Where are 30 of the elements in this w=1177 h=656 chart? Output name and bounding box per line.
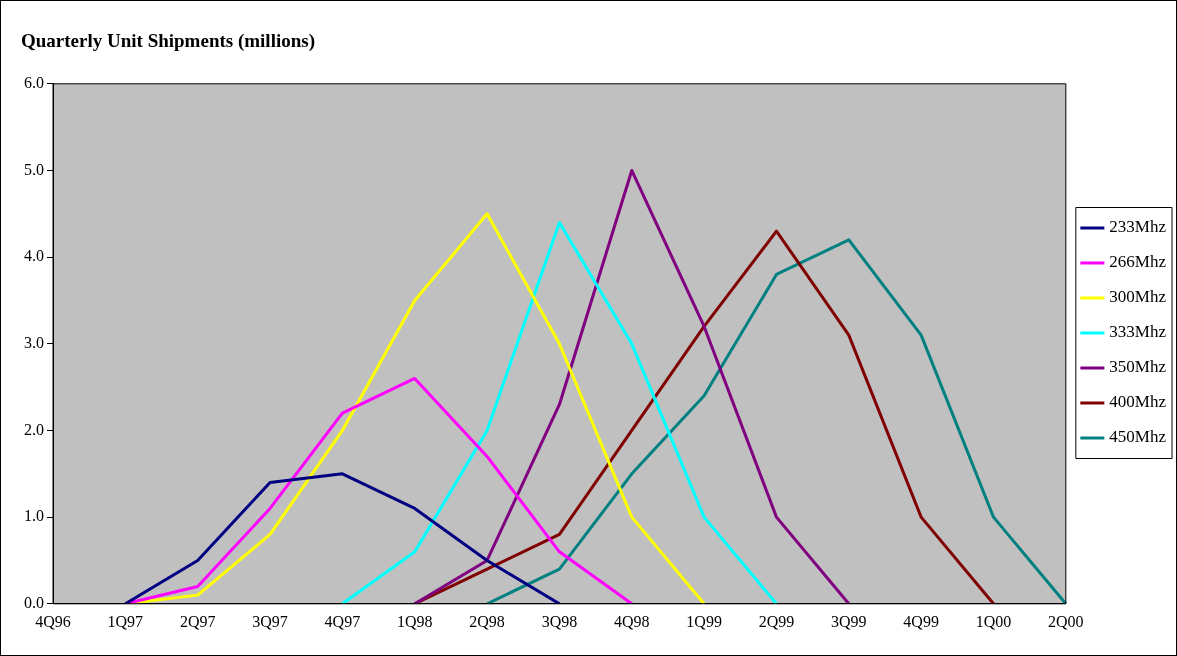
x-tick-label: 2Q97 [179,612,216,630]
x-tick-label: 4Q99 [903,612,939,630]
y-tick-label: 3.0 [24,334,44,351]
x-tick-label: 1Q00 [975,612,1012,630]
legend-label: 266Mhz [1109,252,1167,272]
y-tick-label: 6.0 [24,74,44,91]
y-tick-label: 5.0 [24,160,44,178]
legend-label: 333Mhz [1109,322,1167,342]
y-tick-label: 2.0 [24,420,44,438]
x-tick-label: 1Q97 [107,612,144,630]
x-tick-label: 1Q99 [686,612,722,630]
chart-title: Quarterly Unit Shipments (millions) [21,30,315,53]
x-tick-label: 4Q97 [324,612,361,630]
legend-label: 450Mhz [1109,427,1167,447]
legend-label: 300Mhz [1109,287,1167,307]
y-tick-label: 1.0 [24,507,44,525]
legend-label: 400Mhz [1109,392,1167,412]
x-tick-label: 4Q96 [35,612,71,630]
x-tick-label: 4Q98 [613,612,650,630]
x-tick-label: 2Q98 [469,612,505,630]
x-tick-label: 2Q00 [1048,612,1084,630]
y-tick-label: 0.0 [24,594,44,611]
legend-label: 233Mhz [1109,217,1167,237]
y-tick-label: 4.0 [24,247,44,265]
legend-label: 350Mhz [1109,357,1167,377]
x-tick-label: 3Q97 [252,612,288,630]
x-tick-label: 3Q99 [831,612,867,630]
x-tick-label: 3Q98 [541,612,578,630]
x-tick-label: 1Q98 [396,612,433,630]
x-tick-label: 2Q99 [758,612,795,630]
